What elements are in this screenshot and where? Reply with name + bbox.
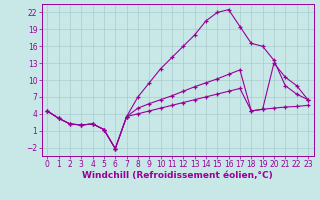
X-axis label: Windchill (Refroidissement éolien,°C): Windchill (Refroidissement éolien,°C) — [82, 171, 273, 180]
